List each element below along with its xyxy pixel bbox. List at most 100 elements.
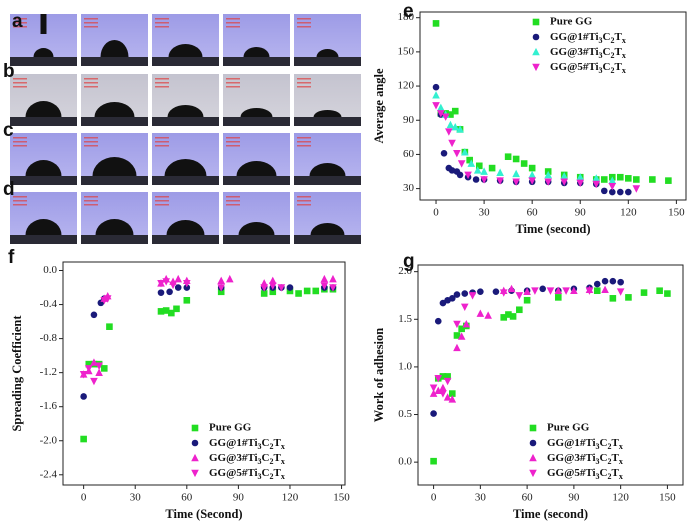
point <box>458 325 465 333</box>
point <box>499 289 508 297</box>
overlay-text <box>155 22 169 24</box>
substrate <box>152 57 219 66</box>
photo-grid <box>10 14 361 244</box>
point <box>277 284 286 292</box>
x-tick-label: 150 <box>333 492 350 504</box>
point <box>106 323 113 330</box>
point <box>225 274 234 283</box>
point <box>268 282 277 290</box>
point <box>460 303 469 312</box>
point <box>576 173 585 181</box>
point <box>166 288 173 296</box>
point <box>453 343 461 352</box>
overlay-text <box>226 196 240 198</box>
overlay-text <box>297 137 311 139</box>
y-tick-label: -0.8 <box>40 332 58 344</box>
point <box>462 319 471 328</box>
point <box>480 167 488 175</box>
overlay-text <box>13 78 27 80</box>
legend-marker <box>191 469 199 478</box>
overlay-text <box>155 78 169 80</box>
point <box>90 311 98 319</box>
y-tick-label: 180 <box>398 11 415 23</box>
droplet <box>243 47 270 57</box>
y-tick-label: -2.0 <box>40 434 58 446</box>
x-axis-label: Time (Second) <box>165 507 242 521</box>
point <box>554 294 562 301</box>
point <box>320 274 329 283</box>
x-tick-label: 150 <box>668 207 685 219</box>
legend-marker <box>191 439 199 447</box>
y-axis-label: Work of adhesion <box>372 328 386 423</box>
point <box>162 278 170 286</box>
y-tick-label: -1.2 <box>40 366 57 378</box>
legend-marker <box>529 424 537 432</box>
point <box>85 360 93 368</box>
panel-label: g <box>403 251 415 272</box>
point <box>593 280 601 288</box>
x-tick-label: 30 <box>479 207 491 219</box>
y-axis-label: Spreading Coefficient <box>10 315 24 432</box>
point <box>461 148 469 156</box>
overlay-text <box>155 196 169 198</box>
point <box>546 287 555 295</box>
overlay-text <box>297 86 311 88</box>
point <box>509 313 517 320</box>
substrate <box>294 176 361 185</box>
point <box>617 188 624 196</box>
overlay-text <box>84 82 98 84</box>
legend-marker <box>529 439 537 447</box>
point <box>260 284 268 292</box>
point <box>446 120 455 129</box>
point <box>649 176 656 183</box>
point <box>488 164 496 172</box>
panel-label: b <box>3 61 15 82</box>
droplet <box>310 223 345 235</box>
legend-label: Pure GG <box>550 16 593 28</box>
substrate <box>81 235 148 244</box>
overlay-text <box>84 137 98 139</box>
x-tick-label: 60 <box>522 492 534 504</box>
point <box>157 308 165 315</box>
point <box>523 296 531 304</box>
substrate <box>10 57 77 66</box>
point <box>217 288 225 296</box>
legend-label: GG@5#Ti3C2Tx <box>209 467 285 482</box>
point <box>329 274 337 283</box>
x-tick-label: 90 <box>568 492 580 504</box>
point <box>632 185 641 193</box>
overlay-text <box>155 200 169 202</box>
point <box>430 457 437 465</box>
point <box>286 287 294 295</box>
x-tick-label: 120 <box>620 207 637 219</box>
overlay-text <box>226 141 240 143</box>
point <box>531 287 539 295</box>
point <box>576 179 585 188</box>
overlay-text <box>226 78 240 80</box>
overlay-text <box>84 141 98 143</box>
plot-frame <box>62 261 346 486</box>
point <box>183 297 191 304</box>
plot-frame <box>419 11 687 201</box>
point <box>456 125 464 133</box>
point <box>464 171 472 180</box>
substrate <box>152 235 219 244</box>
panel-label: e <box>403 1 414 22</box>
plot-frame <box>417 264 684 486</box>
point <box>295 290 302 297</box>
y-tick-label: 60 <box>403 148 415 160</box>
point <box>183 279 191 288</box>
point <box>664 290 671 297</box>
overlay-text <box>13 26 27 28</box>
y-tick-label: 0.0 <box>43 264 57 276</box>
point <box>476 309 485 317</box>
overlay-text <box>226 86 240 88</box>
overlay-text <box>155 26 169 28</box>
point <box>95 368 103 376</box>
point <box>468 292 477 300</box>
overlay-text <box>226 26 240 28</box>
legend-marker <box>191 424 199 432</box>
point <box>441 113 450 121</box>
overlay-text <box>84 78 98 80</box>
point <box>466 156 473 164</box>
